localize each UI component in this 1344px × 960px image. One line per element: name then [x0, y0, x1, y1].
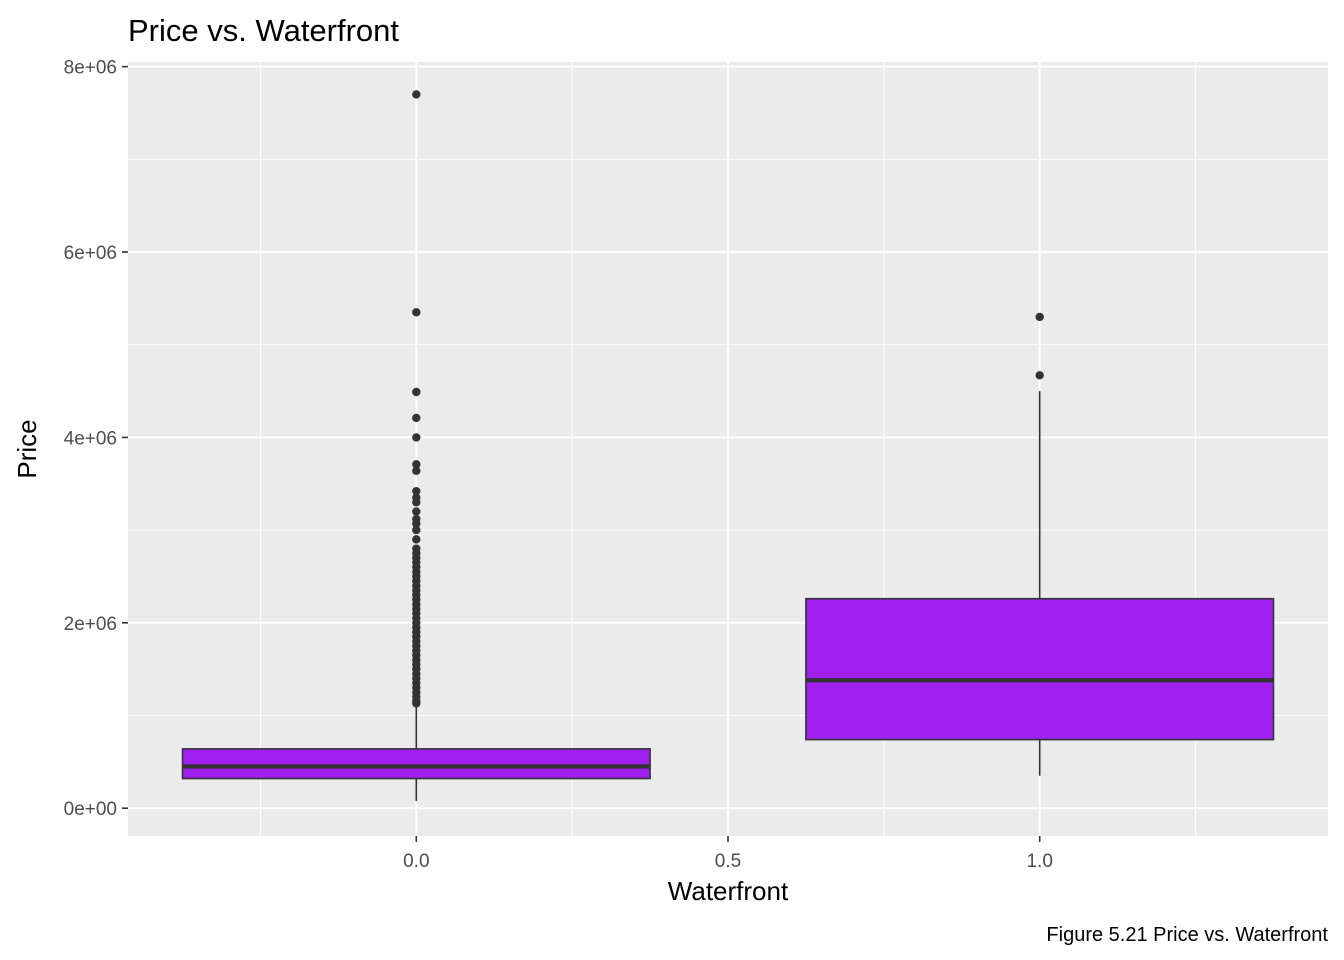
outlier-point	[412, 433, 421, 442]
outlier-point	[1035, 312, 1044, 322]
box-iqr	[181, 748, 651, 780]
box-iqr	[805, 597, 1275, 741]
box-group-0	[181, 90, 651, 801]
outlier-point	[412, 460, 421, 469]
y-axis: 0e+00 2e+06 4e+06 6e+06 8e+06	[64, 58, 128, 820]
outlier-point	[412, 308, 421, 317]
chart-title: Price vs. Waterfront	[128, 13, 399, 48]
y-tick-label: 2e+06	[64, 614, 117, 635]
outlier-point	[412, 493, 421, 502]
outlier-point	[412, 507, 421, 516]
y-axis-title: Price	[12, 419, 42, 478]
outlier-point	[412, 525, 421, 535]
outlier-point	[412, 514, 421, 524]
box-group-1	[805, 312, 1275, 776]
y-tick-label: 0e+00	[64, 799, 117, 820]
x-tick-label: 1.0	[1026, 851, 1052, 872]
x-axis: 0.0 0.5 1.0	[403, 836, 1053, 872]
outlier-point	[412, 535, 421, 544]
outlier-point	[412, 413, 421, 423]
x-axis-title: Waterfront	[668, 876, 789, 906]
outlier-point	[412, 466, 421, 475]
box-layer	[181, 90, 1275, 801]
figure-caption: Figure 5.21 Price vs. Waterfront	[1046, 924, 1328, 946]
outlier-point	[412, 486, 421, 496]
outlier-point	[1035, 371, 1044, 380]
x-tick-label: 0.5	[715, 851, 741, 872]
outlier-point	[412, 387, 421, 397]
y-tick-label: 4e+06	[64, 428, 117, 449]
outlier-point	[412, 90, 421, 99]
x-tick-label: 0.0	[403, 851, 429, 872]
y-tick-label: 8e+06	[64, 58, 117, 79]
outlier-point	[412, 544, 421, 553]
y-tick-label: 6e+06	[64, 243, 117, 264]
